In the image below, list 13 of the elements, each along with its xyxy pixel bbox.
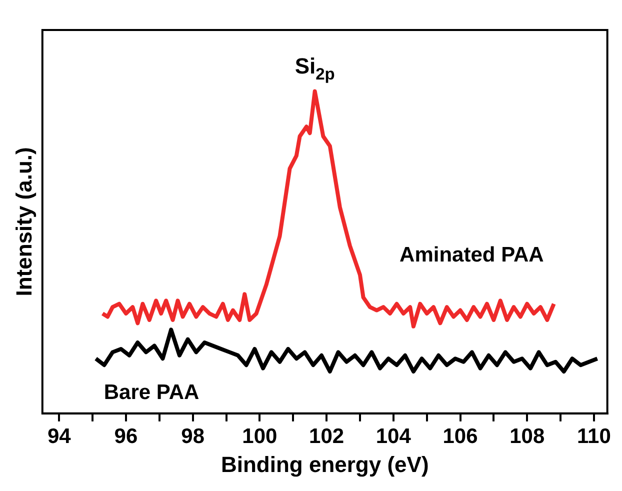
x-tick-label: 100: [242, 424, 278, 448]
x-tick-label: 102: [309, 424, 344, 448]
x-tick-label: 110: [577, 424, 611, 448]
x-tick-label: 98: [181, 424, 205, 448]
x-axis-title: Binding energy (eV): [220, 452, 429, 477]
series-label: Bare PAA: [104, 380, 200, 404]
x-tick-label: 94: [47, 424, 72, 448]
x-tick-label: 96: [114, 424, 138, 448]
series-label: Aminated PAA: [400, 243, 544, 266]
x-tick-label: 108: [510, 424, 545, 448]
x-tick-label: 104: [376, 424, 412, 448]
y-axis-title: Intensity (a.u.): [11, 147, 36, 296]
x-tick-label: 106: [442, 424, 478, 448]
